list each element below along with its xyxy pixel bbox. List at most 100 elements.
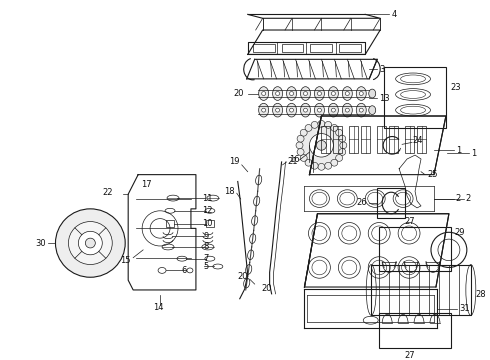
Circle shape [325,121,332,128]
Circle shape [299,124,343,167]
Text: 31: 31 [459,304,469,313]
Bar [377,188,405,218]
Ellipse shape [343,87,352,100]
Ellipse shape [343,103,352,117]
Bar [384,67,446,128]
Circle shape [55,209,125,277]
Bar [379,228,451,271]
Circle shape [331,125,338,131]
Text: 17: 17 [141,180,151,189]
Ellipse shape [328,103,339,117]
Text: 13: 13 [379,94,390,103]
Bar [377,126,386,153]
Text: 20: 20 [262,284,272,293]
Text: 7: 7 [203,254,209,263]
Text: 9: 9 [203,232,209,241]
Bar [333,126,343,153]
Bar [340,44,361,53]
Text: 29: 29 [454,228,465,237]
Ellipse shape [259,87,269,100]
Circle shape [296,142,303,149]
Circle shape [297,149,304,156]
Text: 18: 18 [224,187,235,196]
Text: 15: 15 [120,256,130,265]
Circle shape [318,108,321,112]
Bar [389,126,398,153]
Circle shape [317,140,326,150]
Circle shape [318,163,325,170]
Bar [311,44,332,53]
Circle shape [359,108,363,112]
Bar [405,126,414,153]
Bar [379,314,451,348]
Circle shape [339,149,346,156]
Text: 11: 11 [201,194,212,203]
Bar [206,220,214,228]
Text: 1: 1 [456,146,461,155]
Ellipse shape [272,103,283,117]
Text: 26: 26 [357,198,367,207]
Circle shape [311,162,318,169]
Text: 12: 12 [201,206,212,215]
Circle shape [345,108,349,112]
Circle shape [331,108,335,112]
Text: 20: 20 [233,89,244,98]
Text: 22: 22 [103,188,113,197]
Bar [349,126,358,153]
Bar [361,126,370,153]
Circle shape [311,121,318,128]
Ellipse shape [369,89,376,98]
Text: 4: 4 [391,10,396,19]
Text: 6: 6 [181,266,187,275]
Ellipse shape [356,87,366,100]
Circle shape [331,159,338,166]
Ellipse shape [259,103,269,117]
Bar [282,44,303,53]
Circle shape [303,91,308,95]
Circle shape [345,91,349,95]
Text: 3: 3 [379,64,385,73]
Circle shape [275,108,280,112]
Text: 24: 24 [412,136,422,145]
Ellipse shape [272,87,283,100]
Ellipse shape [315,103,324,117]
Ellipse shape [356,103,366,117]
Ellipse shape [369,106,376,114]
Circle shape [325,162,332,169]
Text: 2: 2 [466,194,471,203]
Ellipse shape [287,103,296,117]
Text: 28: 28 [476,290,487,299]
Text: 30: 30 [35,239,46,248]
Text: 23: 23 [450,83,461,92]
Circle shape [300,129,307,136]
Ellipse shape [315,87,324,100]
Bar [166,220,174,228]
Bar [321,126,330,153]
Text: 10: 10 [201,219,212,228]
Circle shape [318,120,325,127]
Text: 27: 27 [405,217,416,226]
Circle shape [318,91,321,95]
Circle shape [339,135,346,142]
Bar [417,126,426,153]
Text: 1: 1 [471,149,476,158]
Text: 27: 27 [405,351,416,360]
Circle shape [305,125,312,131]
Circle shape [275,91,280,95]
Text: 16: 16 [290,156,300,165]
Circle shape [290,91,294,95]
Circle shape [331,91,335,95]
Circle shape [78,231,102,255]
Circle shape [359,91,363,95]
Text: 14: 14 [153,303,163,312]
Ellipse shape [300,103,311,117]
Circle shape [305,159,312,166]
Circle shape [336,129,343,136]
Ellipse shape [287,87,296,100]
Ellipse shape [300,87,311,100]
Circle shape [300,154,307,161]
Circle shape [290,108,294,112]
Circle shape [85,238,96,248]
Circle shape [69,221,112,265]
Circle shape [262,91,266,95]
